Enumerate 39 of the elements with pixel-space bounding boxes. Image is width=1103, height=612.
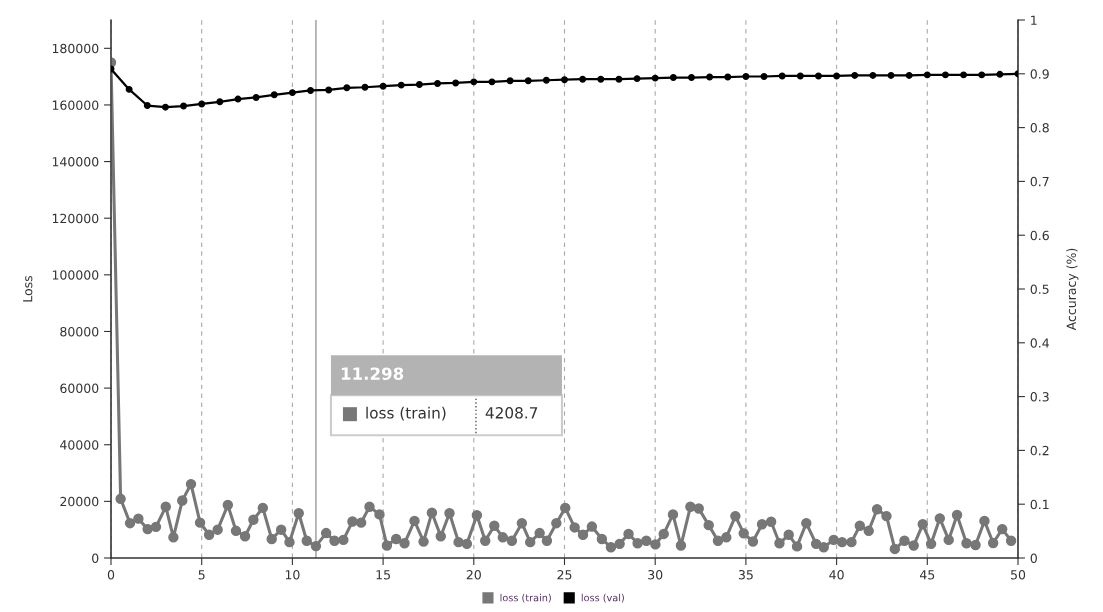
y2-tick-label: 0.2 bbox=[1030, 445, 1049, 456]
y2-tick-label: 0.6 bbox=[1030, 230, 1049, 241]
x-tick-label: 30 bbox=[648, 570, 663, 580]
y-axis-title: Loss bbox=[23, 275, 33, 302]
y2-tick-label: 0.5 bbox=[1030, 284, 1049, 294]
legend-label: loss (val) bbox=[581, 593, 624, 603]
y-tick-label: 180000 bbox=[52, 43, 99, 54]
y2-tick-label: 0.7 bbox=[1030, 176, 1049, 187]
y-tick-label: 40000 bbox=[60, 440, 99, 450]
y-tick-label: 0 bbox=[92, 553, 99, 563]
x-tick-label: 25 bbox=[557, 570, 572, 580]
y-tick-label: 120000 bbox=[52, 213, 99, 224]
y2-tick-label: 0 bbox=[1030, 553, 1037, 563]
x-tick-label: 50 bbox=[1011, 570, 1026, 580]
annotation: 4208.7 bbox=[485, 407, 538, 419]
y-tick-label: 80000 bbox=[60, 326, 99, 337]
x-tick-label: 40 bbox=[829, 570, 844, 580]
annotation: 11.298 bbox=[341, 367, 404, 381]
y2-axis-title: Accuracy (%) bbox=[1066, 248, 1079, 331]
y2-tick-label: 0.3 bbox=[1030, 392, 1049, 402]
x-tick-label: 15 bbox=[376, 570, 390, 580]
x-tick-label: 35 bbox=[738, 570, 753, 580]
y2-tick-label: 1 bbox=[1031, 15, 1037, 25]
y2-tick-label: 0.4 bbox=[1030, 338, 1049, 348]
y-tick-label: 20000 bbox=[60, 496, 99, 507]
y-tick-label: 140000 bbox=[52, 157, 99, 167]
x-tick-label: 10 bbox=[285, 570, 300, 580]
x-tick-label: 0 bbox=[107, 570, 115, 580]
y-tick-label: 60000 bbox=[60, 383, 99, 394]
x-tick-label: 5 bbox=[198, 570, 205, 580]
y-tick-label: 100000 bbox=[52, 270, 99, 280]
y2-tick-label: 0.9 bbox=[1030, 69, 1049, 79]
y2-tick-label: 0.8 bbox=[1030, 123, 1049, 133]
x-tick-label: 45 bbox=[919, 570, 935, 580]
annotation: loss (train) bbox=[366, 406, 446, 421]
x-tick-label: 20 bbox=[466, 570, 481, 580]
legend-label: loss (train) bbox=[500, 593, 551, 603]
y2-tick-label: 0.1 bbox=[1030, 499, 1049, 510]
y-tick-label: 160000 bbox=[52, 100, 99, 110]
